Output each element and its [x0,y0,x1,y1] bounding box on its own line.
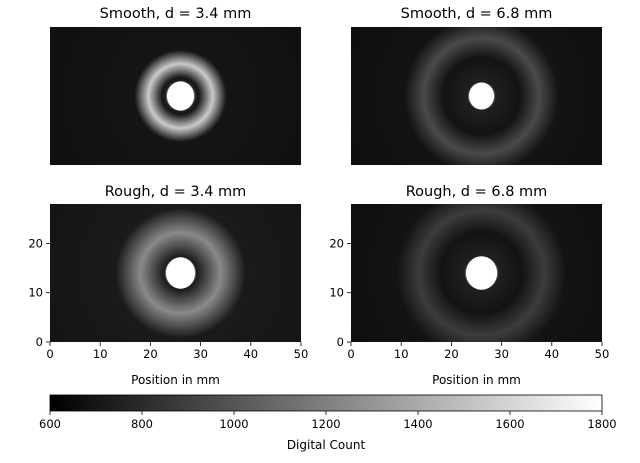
x-tick-label: 30 [494,347,509,361]
x-tick-label: 30 [193,347,208,361]
x-tick-label: 50 [595,347,610,361]
heatmap-image [351,27,602,165]
x-tick-label: 40 [544,347,559,361]
colorbar-tick-label: 1000 [219,417,248,431]
panel-title: Smooth, d = 3.4 mm [100,6,252,22]
y-tick-label: 10 [28,286,43,300]
y-tick-label: 20 [28,236,43,250]
panel-rough-3-4: Rough, d = 3.4 mm 0 10 20 30 40 50 0 10 20 Posit… [28,184,309,387]
intensity-pattern [351,204,602,342]
x-axis-label: Position in mm [131,373,220,387]
x-tick-label: 20 [444,347,459,361]
panel-smooth-6-8: Smooth, d = 6.8 mm [351,6,602,165]
central-spot [468,82,495,110]
heatmap-image [50,27,301,165]
x-tick-label: 50 [294,347,309,361]
panel-title: Rough, d = 3.4 mm [105,184,247,200]
x-tick-label: 0 [46,347,53,361]
colorbar-tick-label: 1400 [403,417,432,431]
colorbar-tick-label: 1800 [587,417,616,431]
colorbar-tick-label: 800 [131,417,153,431]
y-tick-label: 10 [329,286,344,300]
panel-title: Smooth, d = 6.8 mm [401,6,553,22]
x-axis-label: Position in mm [432,373,521,387]
heatmap-image: 0 10 20 30 40 50 0 10 20 [329,204,610,361]
panel-smooth-3-4: Smooth, d = 3.4 mm [50,6,301,165]
y-tick-label: 20 [329,236,344,250]
colorbar-label: Digital Count [287,438,366,452]
x-tick-label: 40 [243,347,258,361]
x-tick-label: 20 [143,347,158,361]
colorbar-tick-label: 1600 [495,417,524,431]
x-tick-label: 0 [347,347,354,361]
y-tick-label: 0 [337,335,344,349]
central-spot [166,81,195,111]
y-tick-label: 0 [36,335,43,349]
colorbar-tick-label: 1200 [311,417,340,431]
heatmap-image: 0 10 20 30 40 50 0 10 20 [28,204,309,361]
colorbar: 600 800 1000 1200 1400 1600 1800 Digital Count [39,394,617,452]
colorbar-gradient [49,394,603,412]
x-tick-label: 10 [93,347,108,361]
colorbar-ticks: 600 800 1000 1200 1400 1600 1800 [39,411,617,431]
panel-rough-6-8: Rough, d = 6.8 mm 0 10 20 30 40 50 0 10 20 Posit… [329,184,610,387]
central-spot [165,257,196,289]
x-tick-label: 10 [394,347,409,361]
colorbar-tick-label: 600 [39,417,61,431]
panel-title: Rough, d = 6.8 mm [406,184,548,200]
central-spot [465,256,498,290]
